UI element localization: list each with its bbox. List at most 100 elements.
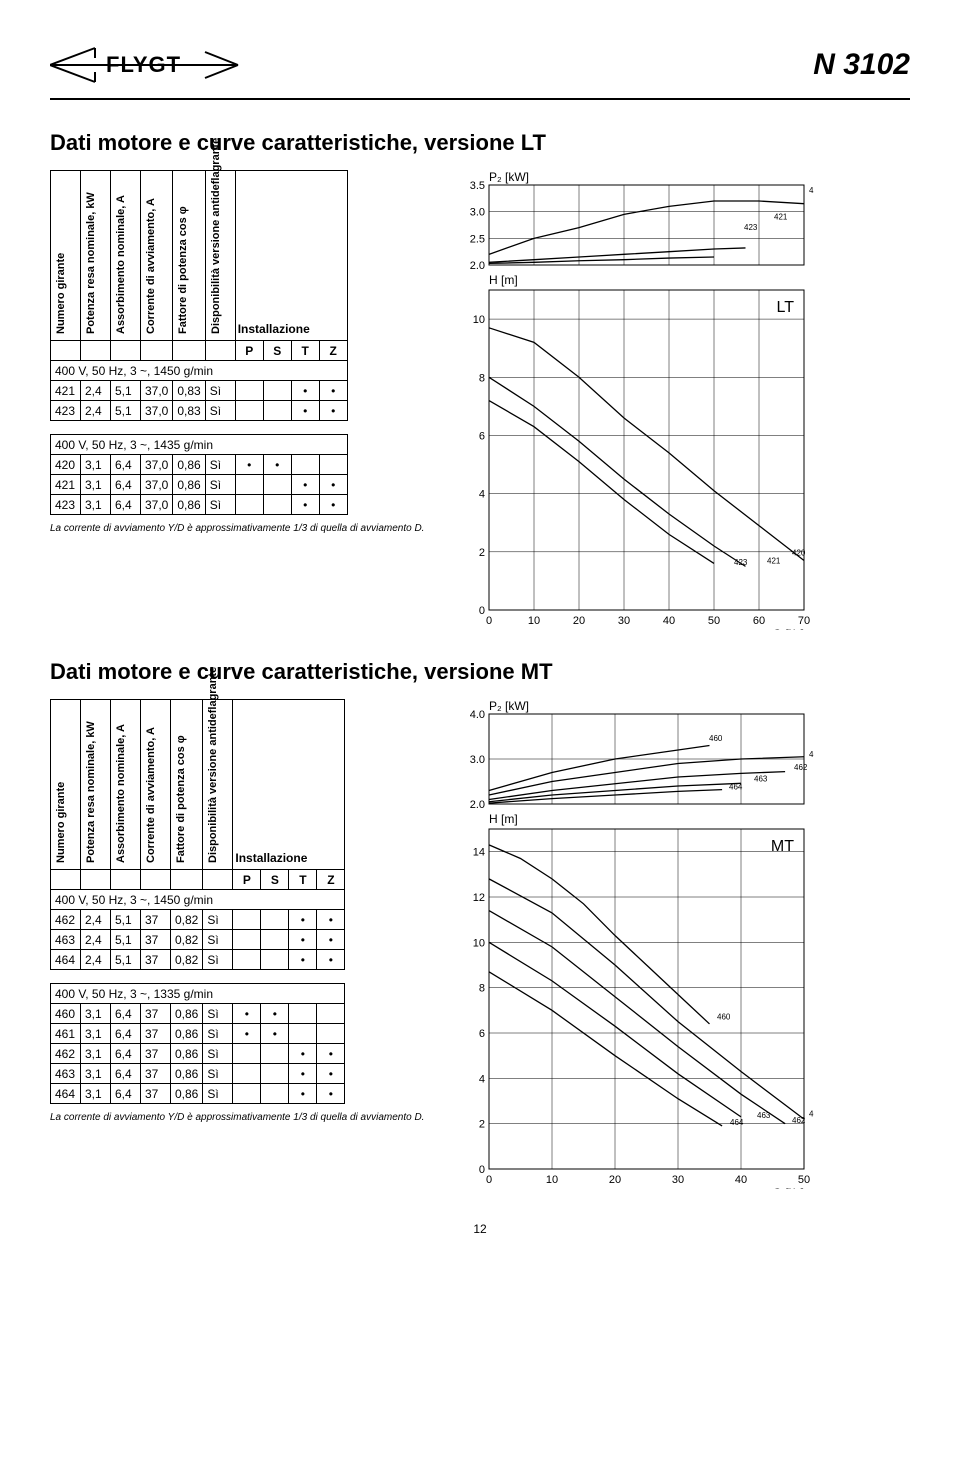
svg-text:LT: LT <box>777 299 795 316</box>
group-label: 400 V, 50 Hz, 3 ~, 1450 g/min <box>51 361 348 381</box>
pstz-head: P <box>233 870 261 890</box>
svg-text:10: 10 <box>546 1174 558 1186</box>
svg-text:30: 30 <box>618 615 630 627</box>
svg-text:0: 0 <box>486 1174 492 1186</box>
footnote-mt: La corrente di avviamento Y/D è approssi… <box>50 1112 424 1123</box>
svg-text:2: 2 <box>479 1119 485 1131</box>
col-header: Assorbimento nominale, A <box>111 700 141 870</box>
svg-text:460: 460 <box>717 1012 731 1021</box>
pstz-head: S <box>261 870 289 890</box>
group-label: 400 V, 50 Hz, 3 ~, 1435 g/min <box>51 435 348 455</box>
table-row: 4233,16,437,00,86Sì•• <box>51 495 348 515</box>
svg-text:423: 423 <box>744 223 758 232</box>
chart-mt: P₂ [kW]2.03.04.0460461462463464H [m]0246… <box>454 699 814 1189</box>
svg-text:H [m]: H [m] <box>489 273 518 287</box>
svg-text:463: 463 <box>754 775 768 784</box>
svg-text:420: 420 <box>792 549 806 558</box>
svg-text:0: 0 <box>486 615 492 627</box>
install-header: Installazione <box>233 700 345 870</box>
model-number: N 3102 <box>813 48 910 82</box>
table-row: 4613,16,4370,86Sì•• <box>51 1024 345 1044</box>
brand-logo: FLYGT <box>50 40 250 90</box>
svg-text:10: 10 <box>473 937 485 949</box>
col-header: Corrente di avviamento, A <box>141 171 173 341</box>
svg-text:Q [l/s]: Q [l/s] <box>773 627 804 630</box>
footnote-lt: La corrente di avviamento Y/D è approssi… <box>50 523 424 534</box>
svg-text:0: 0 <box>479 605 485 617</box>
pstz-head: Z <box>317 870 345 890</box>
svg-text:Q [l/s]: Q [l/s] <box>773 1186 804 1189</box>
svg-text:3.5: 3.5 <box>470 180 485 192</box>
install-header: Installazione <box>235 171 347 341</box>
svg-text:4.0: 4.0 <box>470 709 485 721</box>
svg-text:10: 10 <box>528 615 540 627</box>
svg-text:FLYGT: FLYGT <box>106 52 181 77</box>
svg-text:12: 12 <box>473 892 485 904</box>
svg-text:0: 0 <box>479 1164 485 1176</box>
table-row: 4203,16,437,00,86Sì•• <box>51 455 348 475</box>
svg-text:20: 20 <box>609 1174 621 1186</box>
svg-text:MT: MT <box>771 838 794 855</box>
svg-text:462: 462 <box>794 763 808 772</box>
table-row: 4212,45,137,00,83Sì•• <box>51 381 348 401</box>
col-header: Assorbimento nominale, A <box>111 171 141 341</box>
svg-text:40: 40 <box>663 615 675 627</box>
pstz-head: S <box>263 341 291 361</box>
page-number: 12 <box>50 1222 910 1236</box>
svg-text:460: 460 <box>709 734 723 743</box>
svg-text:60: 60 <box>753 615 765 627</box>
svg-text:4: 4 <box>479 489 485 501</box>
col-header: Corrente di avviamento, A <box>141 700 171 870</box>
svg-text:464: 464 <box>729 783 743 792</box>
svg-text:20: 20 <box>573 615 585 627</box>
table-row: 4622,45,1370,82Sì•• <box>51 910 345 930</box>
col-header: Potenza resa nominale, kW <box>81 700 111 870</box>
table-row: 4642,45,1370,82Sì•• <box>51 950 345 970</box>
header-divider <box>50 98 910 100</box>
group-label: 400 V, 50 Hz, 3 ~, 1450 g/min <box>51 890 345 910</box>
svg-text:462: 462 <box>792 1116 806 1125</box>
chart-lt: P₂ [kW] 2.0 2.5 3.0 3.5 420 421 423 H [m] 0 2 4 6 8 10… <box>454 170 814 630</box>
svg-text:14: 14 <box>473 847 485 859</box>
svg-text:6: 6 <box>479 1028 485 1040</box>
svg-text:50: 50 <box>708 615 720 627</box>
pstz-head: Z <box>319 341 347 361</box>
col-header: Numero girante <box>51 171 81 341</box>
page-header: FLYGT N 3102 <box>50 40 910 90</box>
svg-text:2.0: 2.0 <box>470 260 485 272</box>
svg-text:2: 2 <box>479 547 485 559</box>
section-lt-title: Dati motore e curve caratteristiche, ver… <box>50 130 910 156</box>
svg-text:423: 423 <box>734 558 748 567</box>
table-row: 4643,16,4370,86Sì•• <box>51 1084 345 1104</box>
svg-text:8: 8 <box>479 372 485 384</box>
svg-text:3.0: 3.0 <box>470 754 485 766</box>
svg-text:70: 70 <box>798 615 810 627</box>
svg-text:3.0: 3.0 <box>470 207 485 219</box>
svg-text:421: 421 <box>767 557 781 566</box>
svg-text:4: 4 <box>479 1073 485 1085</box>
svg-text:464: 464 <box>730 1118 744 1127</box>
svg-text:8: 8 <box>479 983 485 995</box>
svg-text:6: 6 <box>479 430 485 442</box>
svg-text:P₂ [kW]: P₂ [kW] <box>489 699 529 713</box>
svg-text:50: 50 <box>798 1174 810 1186</box>
svg-text:40: 40 <box>735 1174 747 1186</box>
pstz-head: T <box>289 870 317 890</box>
svg-text:463: 463 <box>757 1111 771 1120</box>
svg-text:420: 420 <box>809 186 814 195</box>
svg-text:30: 30 <box>672 1174 684 1186</box>
table-row: 4632,45,1370,82Sì•• <box>51 930 345 950</box>
col-header: Fattore di potenza cos φ <box>171 700 203 870</box>
pstz-head: P <box>235 341 263 361</box>
table-row: 4633,16,4370,86Sì•• <box>51 1064 345 1084</box>
table-row: 4603,16,4370,86Sì•• <box>51 1004 345 1024</box>
table-row: 4232,45,137,00,83Sì•• <box>51 401 348 421</box>
motor-table-mt: Numero girantePotenza resa nominale, kWA… <box>50 699 345 1104</box>
svg-text:2.5: 2.5 <box>470 233 485 245</box>
table-row: 4213,16,437,00,86Sì•• <box>51 475 348 495</box>
table-row: 4623,16,4370,86Sì•• <box>51 1044 345 1064</box>
col-header: Numero girante <box>51 700 81 870</box>
col-header: Fattore di potenza cos φ <box>173 171 205 341</box>
svg-text:P₂ [kW]: P₂ [kW] <box>489 170 529 184</box>
svg-text:10: 10 <box>473 314 485 326</box>
